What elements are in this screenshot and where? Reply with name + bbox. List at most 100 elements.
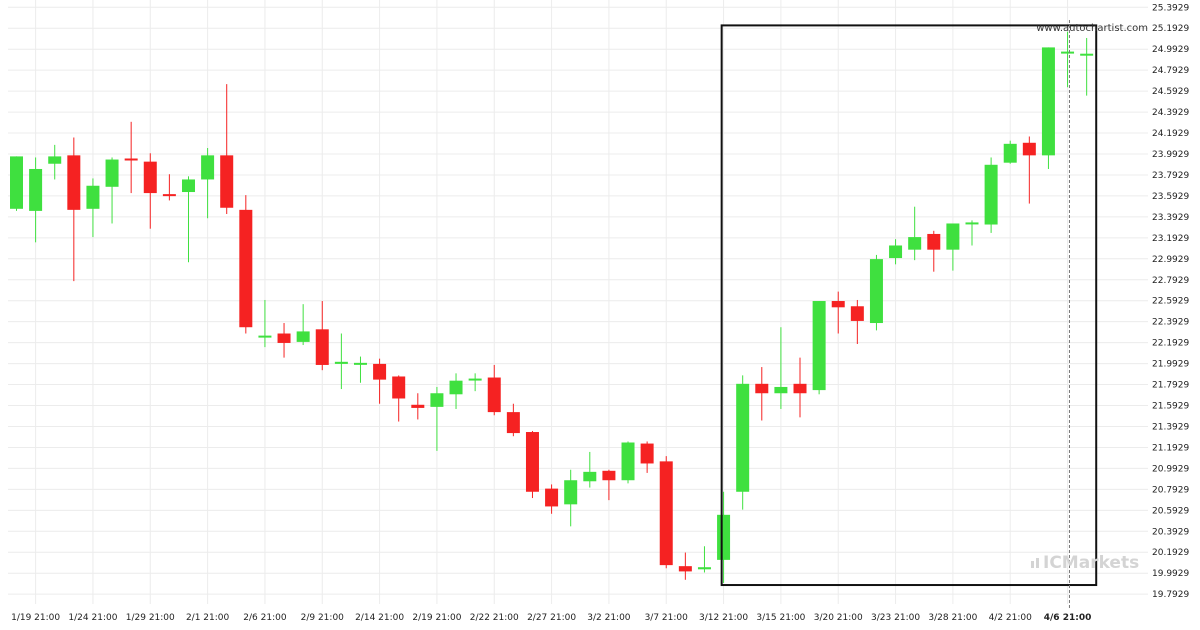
y-tick-label: 20.9929 <box>1152 464 1189 474</box>
grid-lines <box>8 0 1148 604</box>
candle-body <box>162 194 176 197</box>
x-tick-label: 1/29 21:00 <box>126 613 175 623</box>
candle-body <box>105 159 119 187</box>
candle-up <box>86 178 100 238</box>
candle-up <box>353 356 367 383</box>
x-tick-label: 4/6 21:00 <box>1044 613 1092 623</box>
candle-up <box>48 144 62 180</box>
candle-body <box>564 480 578 505</box>
x-tick-label: 2/6 21:00 <box>243 613 287 623</box>
candle-up <box>697 546 711 573</box>
candle-body <box>717 514 731 560</box>
candle-down <box>239 195 253 334</box>
candle-body <box>659 461 673 566</box>
candle-up <box>468 373 482 392</box>
y-tick-label: 22.5929 <box>1152 297 1189 307</box>
candle-down <box>927 230 941 272</box>
candle-body <box>869 259 883 324</box>
candle-down <box>315 301 329 371</box>
x-tick-label: 4/2 21:00 <box>989 613 1033 623</box>
x-tick-label: 1/19 21:00 <box>11 613 60 623</box>
candle-up <box>564 469 578 527</box>
candle-body <box>545 488 559 507</box>
candle-up <box>736 375 750 510</box>
candle-up <box>946 223 960 271</box>
candle-down <box>1022 136 1036 204</box>
candle-up <box>258 299 272 348</box>
x-tick-label: 3/15 21:00 <box>756 613 805 623</box>
candle-body <box>124 158 138 161</box>
candle-up <box>201 148 215 219</box>
candle-up <box>1061 31 1075 88</box>
candle-down <box>659 456 673 569</box>
y-axis: 25.3929 25.1929 24.9929 24.7929 24.5929 24.39… <box>1152 3 1189 600</box>
candle-body <box>946 223 960 250</box>
candle-body <box>927 233 941 250</box>
candle-body <box>736 383 750 492</box>
candle-up <box>1003 140 1017 164</box>
candle-body <box>201 155 215 180</box>
candle-down <box>411 393 425 420</box>
candle-down <box>678 552 692 580</box>
y-tick-label: 21.9929 <box>1152 360 1189 370</box>
candle-down <box>67 137 81 282</box>
candle-down <box>220 84 234 215</box>
candle-down <box>392 375 406 422</box>
candle-body <box>315 329 329 365</box>
x-tick-label: 3/20 21:00 <box>814 613 863 623</box>
candle-down <box>373 358 387 404</box>
x-tick-label: 2/1 21:00 <box>186 613 230 623</box>
candle-body <box>889 245 903 259</box>
x-tick-label: 2/27 21:00 <box>527 613 576 623</box>
candle-body <box>86 185 100 209</box>
candle-body <box>755 383 769 394</box>
candle-up <box>869 254 883 331</box>
candle-up <box>296 304 310 346</box>
x-tick-label: 3/7 21:00 <box>645 613 689 623</box>
candle-body <box>392 376 406 399</box>
candle-body <box>621 442 635 481</box>
candle-body <box>67 155 81 210</box>
candle-body <box>239 209 253 328</box>
candle-body <box>487 377 501 413</box>
pattern-box <box>720 24 1098 587</box>
candle-up <box>10 156 23 211</box>
y-tick-label: 21.1929 <box>1152 443 1189 453</box>
candle-body <box>48 156 62 164</box>
candle-up <box>105 157 119 224</box>
y-tick-label: 23.7929 <box>1152 171 1189 181</box>
candle-down <box>831 291 845 334</box>
candle-body <box>181 179 195 193</box>
candle-body <box>793 383 807 394</box>
candle-body <box>583 471 597 482</box>
candle-up <box>181 176 195 263</box>
candle-body <box>430 393 444 407</box>
y-tick-label: 23.1929 <box>1152 234 1189 244</box>
y-tick-label: 19.9929 <box>1152 569 1189 579</box>
x-tick-label: 2/22 21:00 <box>470 613 519 623</box>
candle-body <box>1061 51 1075 54</box>
candle-body <box>1041 47 1055 156</box>
candle-up <box>621 441 635 484</box>
y-tick-label: 22.7929 <box>1152 276 1189 286</box>
candle-down <box>124 121 138 194</box>
x-tick-label: 3/28 21:00 <box>928 613 977 623</box>
candle-down <box>525 430 539 499</box>
candle-up <box>29 157 43 243</box>
candle-down <box>850 299 864 344</box>
candle-body <box>965 222 979 225</box>
candle-up <box>717 491 731 583</box>
candle-down <box>545 484 559 514</box>
candle-down <box>143 153 157 229</box>
candle-body <box>697 567 711 570</box>
x-tick-label: 1/24 21:00 <box>68 613 117 623</box>
candle-up <box>1041 47 1055 169</box>
y-tick-label: 24.9929 <box>1152 45 1189 55</box>
candle-body <box>1003 143 1017 163</box>
y-tick-label: 23.5929 <box>1152 192 1189 202</box>
candle-down <box>640 441 654 473</box>
candle-body <box>908 237 922 250</box>
candle-body <box>812 301 826 391</box>
candle-down <box>793 357 807 418</box>
